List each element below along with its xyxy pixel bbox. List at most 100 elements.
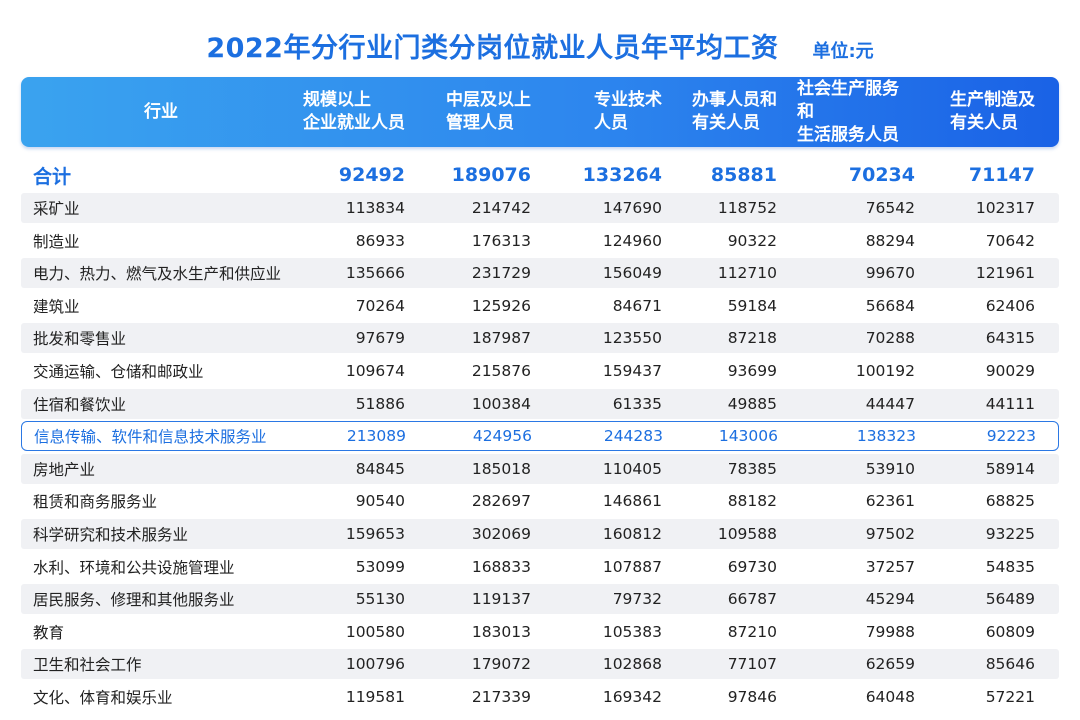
industry-label: 交通运输、仓储和邮政业 [33,362,204,381]
salary-value: 61335 [612,394,662,413]
salary-value: 113834 [345,199,405,217]
salary-value: 84671 [612,296,662,315]
salary-value: 138323 [856,427,916,446]
column-header-label: 生产制造及 有关人员 [950,90,1035,133]
column-header-label: 中层及以上 管理人员 [446,90,531,133]
salary-value: 93225 [985,524,1035,543]
industry-label: 水利、环境和公共设施管理业 [33,558,235,577]
salary-value: 97502 [865,524,915,543]
salary-value: 86933 [355,231,405,250]
salary-table: 行业 规模以上 企业就业人员 中层及以上 管理人员 专业技术 人员 办事人员和 有关人员… [21,77,1059,715]
table-body: 采矿业 113834 214742 147690 118752 76542 102317 制造… [21,193,1059,712]
salary-value: 70264 [355,296,405,315]
salary-value: 147690 [602,199,662,217]
salary-value: 169342 [602,687,662,706]
salary-value: 97679 [355,329,405,348]
salary-value: 109674 [345,361,405,380]
salary-value: 77107 [727,655,777,674]
salary-value: 217339 [471,687,531,706]
salary-value: 105383 [602,622,662,641]
salary-value: 69730 [727,557,777,576]
salary-value: 231729 [471,264,531,283]
total-value: 85881 [710,164,777,186]
column-header-label: 社会生产服务和 生活服务人员 [797,78,899,145]
salary-value: 213089 [346,427,406,446]
salary-value: 70642 [985,231,1035,250]
table-row: 租赁和商务服务业 90540 282697 146861 88182 62361 68825 [21,486,1059,516]
salary-value: 55130 [355,590,405,609]
total-label: 合计 [33,165,72,188]
salary-value: 100384 [471,394,531,413]
total-row: 合计 92492 189076 133264 85881 70234 71147 [21,157,1059,193]
salary-value: 97846 [727,687,777,706]
salary-value: 187987 [471,329,531,348]
salary-value: 214742 [471,199,531,217]
industry-label: 建筑业 [33,297,80,316]
unit-label: 单位:元 [812,41,874,62]
table-row: 建筑业 70264 125926 84671 59184 56684 62406 [21,291,1059,321]
industry-label: 房地产业 [33,460,96,479]
salary-value: 66787 [727,590,777,609]
salary-value: 93699 [727,361,777,380]
salary-value: 302069 [471,524,531,543]
salary-value: 90029 [985,361,1035,380]
salary-value: 79988 [865,622,915,641]
salary-value: 110405 [602,459,662,478]
salary-value: 88294 [865,231,915,250]
column-header-5: 社会生产服务和 生活服务人员 [797,77,937,147]
industry-label: 教育 [33,623,65,642]
industry-label: 电力、热力、燃气及水生产和供应业 [33,265,282,284]
salary-value: 123550 [602,329,662,348]
industry-label: 采矿业 [33,200,80,218]
salary-value: 109588 [717,524,777,543]
salary-value: 100192 [855,361,915,380]
salary-value: 159653 [345,524,405,543]
salary-value: 70288 [865,329,915,348]
column-header-label: 行业 [144,101,178,122]
column-header-label: 规模以上 企业就业人员 [303,90,405,133]
salary-value: 118752 [717,199,777,217]
table-row: 卫生和社会工作 100796 179072 102868 77107 62659 85646 [21,649,1059,680]
salary-value: 179072 [471,655,531,674]
industry-label: 信息传输、软件和信息技术服务业 [34,428,267,447]
salary-value: 168833 [471,557,531,576]
salary-value: 56489 [985,590,1035,609]
total-value: 70234 [848,164,915,186]
salary-value: 282697 [471,492,531,511]
salary-value: 112710 [717,264,777,283]
industry-label: 居民服务、修理和其他服务业 [33,591,235,610]
salary-value: 100580 [345,622,405,641]
column-header-6: 生产制造及 有关人员 [937,77,1059,147]
salary-value: 53099 [355,557,405,576]
salary-value: 44447 [865,394,915,413]
salary-value: 56684 [865,296,915,315]
salary-value: 92223 [986,427,1036,446]
salary-value: 146861 [602,492,662,511]
total-value: 71147 [968,164,1035,186]
table-row: 水利、环境和公共设施管理业 53099 168833 107887 69730 37257… [21,552,1059,582]
salary-value: 78385 [727,459,777,478]
table-row: 教育 100580 183013 105383 87210 79988 60809 [21,617,1059,647]
salary-value: 85646 [985,655,1035,674]
salary-value: 244283 [603,427,663,446]
table-header: 行业 规模以上 企业就业人员 中层及以上 管理人员 专业技术 人员 办事人员和 有关人员… [21,77,1059,147]
column-header-4: 办事人员和 有关人员 [682,77,797,147]
salary-value: 88182 [727,492,777,511]
industry-label: 科学研究和技术服务业 [33,525,189,544]
salary-value: 60809 [985,622,1035,641]
salary-value: 119581 [345,687,405,706]
salary-value: 121961 [975,264,1035,283]
salary-value: 64315 [985,329,1035,348]
salary-value: 64048 [865,687,915,706]
table-row: 制造业 86933 176313 124960 90322 88294 70642 [21,226,1059,256]
salary-value: 424956 [472,427,532,446]
salary-value: 119137 [471,590,531,609]
column-header-label: 办事人员和 有关人员 [692,90,777,133]
salary-value: 90322 [727,231,777,250]
salary-value: 79732 [612,590,662,609]
salary-value: 62659 [865,655,915,674]
salary-value: 183013 [471,622,531,641]
total-value: 133264 [582,164,662,186]
column-header-label: 专业技术 人员 [594,90,662,133]
